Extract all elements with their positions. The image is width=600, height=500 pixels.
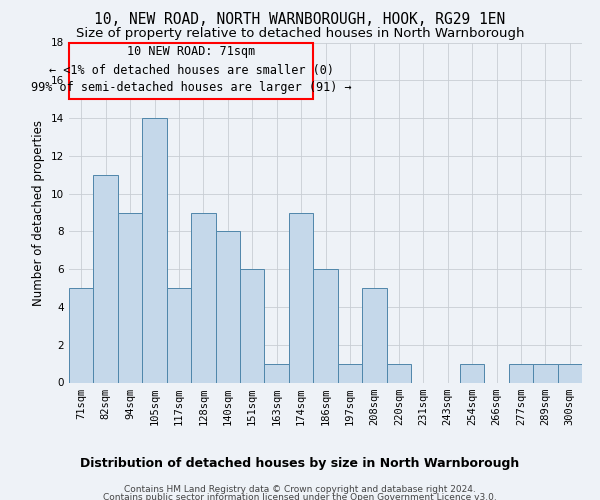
Text: Contains public sector information licensed under the Open Government Licence v3: Contains public sector information licen…	[103, 494, 497, 500]
Bar	[289, 212, 313, 382]
FancyBboxPatch shape	[69, 42, 313, 99]
Bar	[338, 364, 362, 382]
Bar	[191, 212, 215, 382]
Bar	[557, 364, 582, 382]
Text: Distribution of detached houses by size in North Warnborough: Distribution of detached houses by size …	[80, 458, 520, 470]
Bar	[533, 364, 557, 382]
Bar	[362, 288, 386, 382]
Y-axis label: Number of detached properties: Number of detached properties	[32, 120, 46, 306]
Text: Size of property relative to detached houses in North Warnborough: Size of property relative to detached ho…	[76, 28, 524, 40]
Text: 99% of semi-detached houses are larger (91) →: 99% of semi-detached houses are larger (…	[31, 82, 352, 94]
Bar	[313, 269, 338, 382]
Bar	[215, 232, 240, 382]
Bar	[69, 288, 94, 382]
Bar	[94, 174, 118, 382]
Text: ← <1% of detached houses are smaller (0): ← <1% of detached houses are smaller (0)	[49, 64, 334, 78]
Bar	[167, 288, 191, 382]
Bar	[240, 269, 265, 382]
Bar	[118, 212, 142, 382]
Bar	[265, 364, 289, 382]
Text: Contains HM Land Registry data © Crown copyright and database right 2024.: Contains HM Land Registry data © Crown c…	[124, 485, 476, 494]
Text: 10 NEW ROAD: 71sqm: 10 NEW ROAD: 71sqm	[127, 44, 255, 58]
Bar	[386, 364, 411, 382]
Bar	[142, 118, 167, 382]
Bar	[460, 364, 484, 382]
Bar	[509, 364, 533, 382]
Text: 10, NEW ROAD, NORTH WARNBOROUGH, HOOK, RG29 1EN: 10, NEW ROAD, NORTH WARNBOROUGH, HOOK, R…	[94, 12, 506, 28]
